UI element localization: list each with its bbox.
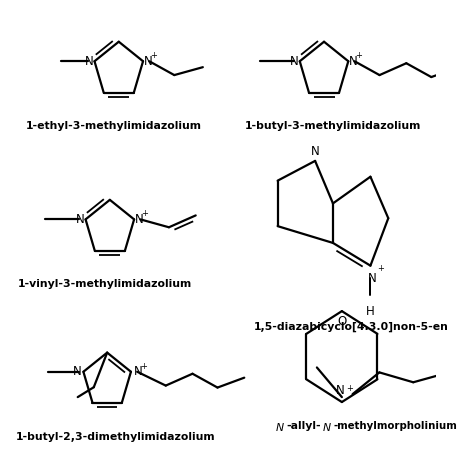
Text: 1-ethyl-3-methylimidazolium: 1-ethyl-3-methylimidazolium — [27, 121, 202, 131]
Text: -allyl-: -allyl- — [287, 421, 321, 431]
Text: +: + — [150, 51, 157, 60]
Text: N: N — [290, 55, 299, 68]
Text: 1-butyl-3-methylimidazolium: 1-butyl-3-methylimidazolium — [245, 121, 421, 131]
Text: N: N — [349, 55, 358, 68]
Text: -methylmorpholinium: -methylmorpholinium — [334, 421, 458, 431]
Text: N: N — [336, 384, 345, 397]
Text: +: + — [140, 362, 147, 371]
Text: +: + — [378, 264, 384, 273]
Text: 1-butyl-2,3-dimethylimidazolium: 1-butyl-2,3-dimethylimidazolium — [16, 432, 216, 442]
Text: +: + — [141, 210, 148, 219]
Text: 1,5-diazabicyclo[4.3.0]non-5-en: 1,5-diazabicyclo[4.3.0]non-5-en — [254, 322, 448, 332]
Text: N: N — [368, 272, 377, 284]
Text: N: N — [135, 213, 144, 226]
Text: O: O — [337, 315, 346, 328]
Text: N: N — [85, 55, 93, 68]
Text: N: N — [76, 213, 85, 226]
Text: N: N — [144, 55, 153, 68]
Text: 1-vinyl-3-methylimidazolium: 1-vinyl-3-methylimidazolium — [18, 280, 192, 290]
Text: N: N — [311, 145, 319, 158]
Text: H: H — [366, 305, 375, 318]
Text: +: + — [356, 51, 362, 60]
Text: N: N — [134, 365, 142, 378]
Text: $\it{N}$: $\it{N}$ — [275, 421, 285, 433]
Text: +: + — [346, 384, 353, 393]
Text: $\it{N}$: $\it{N}$ — [322, 421, 332, 433]
Text: N: N — [73, 365, 82, 378]
